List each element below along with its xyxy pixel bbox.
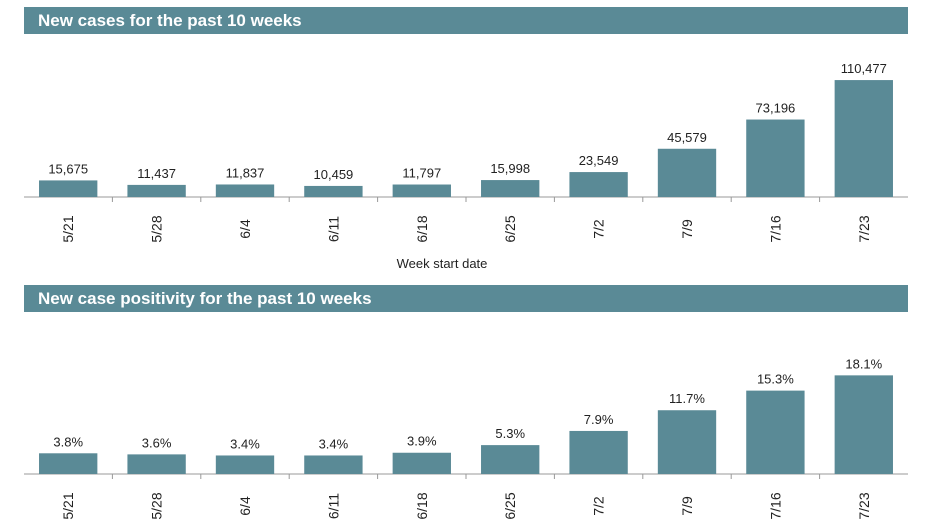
data-label: 3.6%	[142, 435, 172, 450]
bar-6-25	[481, 180, 540, 197]
bar-5-28	[127, 454, 186, 474]
data-label: 15.3%	[757, 372, 794, 387]
x-tick-label: 7/9	[679, 219, 695, 239]
bar-7-2	[569, 172, 628, 197]
data-label: 3.4%	[319, 436, 349, 451]
x-tick-label: 7/23	[856, 215, 872, 242]
x-tick-label: 6/4	[237, 496, 253, 516]
bar-5-21	[39, 180, 98, 197]
bar-7-9	[657, 410, 717, 474]
x-tick-label: 6/25	[502, 215, 518, 242]
bar-6-11	[304, 455, 363, 474]
x-tick-label: 5/28	[149, 492, 165, 519]
data-label: 7.9%	[584, 412, 614, 427]
x-tick-label: 6/25	[502, 492, 518, 519]
data-label: 11,837	[226, 165, 265, 180]
bar-5-21	[39, 453, 98, 474]
bar-6-25	[481, 445, 540, 474]
x-tick-label: 7/2	[591, 219, 607, 239]
x-axis-title: Week start date	[396, 256, 488, 271]
data-label: 3.4%	[230, 436, 260, 451]
bar-7-2	[569, 430, 628, 474]
data-label: 11,797	[402, 166, 441, 181]
chart-title-positivity: New case positivity for the past 10 week…	[24, 285, 908, 312]
data-label: 18.1%	[845, 356, 882, 371]
data-label: 110,477	[841, 61, 887, 76]
bar-7-16	[746, 119, 805, 197]
bar-5-28	[127, 184, 186, 197]
x-tick-label: 7/9	[679, 496, 695, 516]
x-tick-label: 6/18	[414, 492, 430, 519]
x-tick-label: 5/21	[60, 215, 76, 242]
bar-6-4	[215, 184, 275, 197]
data-label: 73,196	[756, 101, 796, 116]
data-label: 3.8%	[53, 434, 83, 449]
bar-7-23	[834, 375, 893, 474]
x-tick-label: 6/11	[325, 216, 341, 242]
data-label: 3.9%	[407, 434, 437, 449]
data-label: 23,549	[579, 153, 619, 168]
x-tick-label: 7/2	[591, 496, 607, 516]
bar-7-23	[834, 80, 893, 197]
data-label: 11,437	[137, 166, 176, 181]
bar-6-18	[392, 452, 451, 474]
data-label: 10,459	[314, 167, 354, 182]
x-tick-label: 7/23	[856, 492, 872, 519]
bar-6-11	[304, 185, 363, 197]
data-label: 11.7%	[669, 391, 705, 406]
data-label: 5.3%	[495, 426, 525, 441]
bar-7-16	[746, 390, 805, 474]
chart-title-new-cases: New cases for the past 10 weeks	[24, 7, 908, 34]
bar-6-4	[215, 455, 275, 474]
bar-7-9	[657, 148, 717, 197]
x-tick-label: 5/28	[149, 215, 165, 242]
x-tick-label: 6/11	[325, 493, 341, 519]
x-tick-label: 6/4	[237, 219, 253, 239]
x-tick-label: 7/16	[767, 215, 783, 242]
x-tick-label: 6/18	[414, 215, 430, 242]
bar-6-18	[392, 184, 451, 197]
data-label: 15,675	[48, 161, 88, 176]
x-tick-label: 5/21	[60, 492, 76, 519]
x-tick-label: 7/16	[767, 492, 783, 519]
positivity-bar-chart: 3.8% 5/21 3.6% 5/28 3.4% 6/4 3.4% 6/11 3.9% 6/18 5…	[24, 356, 908, 520]
data-label: 45,579	[667, 130, 707, 145]
new-cases-bar-chart: 15,675 5/21 11,437 5/28 11,837 6/4 10,459 6/11 1…	[24, 61, 908, 243]
data-label: 15,998	[490, 161, 530, 176]
